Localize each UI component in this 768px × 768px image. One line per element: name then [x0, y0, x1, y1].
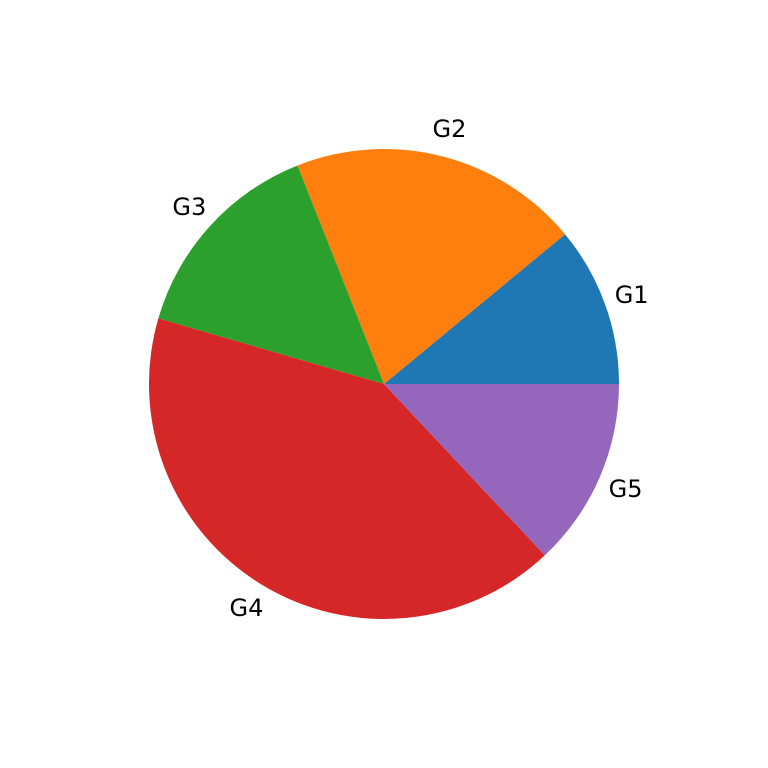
- pie-svg: [0, 0, 768, 768]
- pie-label-g3: G3: [172, 193, 206, 221]
- pie-label-g1: G1: [615, 281, 649, 309]
- pie-label-g5: G5: [609, 475, 643, 503]
- pie-label-g4: G4: [230, 594, 264, 622]
- pie-chart: G1 G2 G3 G4 G5: [0, 0, 768, 768]
- pie-label-g2: G2: [433, 115, 467, 143]
